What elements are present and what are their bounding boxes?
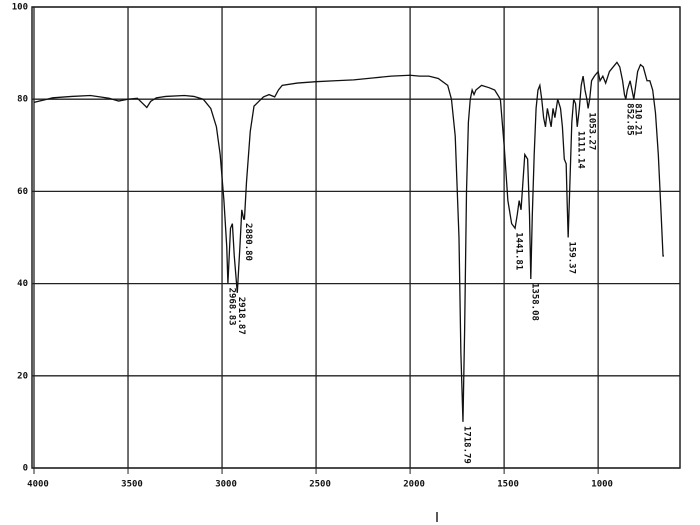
y-tick-label: 100 — [12, 3, 28, 13]
x-tick-label: 3500 — [121, 480, 143, 490]
y-tick-label: 80 — [17, 95, 28, 105]
x-tick-label: 2500 — [309, 480, 331, 490]
peak-label: 1053.27 — [587, 112, 597, 150]
peak-label: 1441.81 — [514, 232, 524, 270]
x-tick-label: 3000 — [215, 480, 237, 490]
y-tick-label: 20 — [17, 371, 28, 381]
peak-label: 2880.80 — [243, 223, 253, 261]
peak-label: 1358.08 — [529, 283, 539, 321]
y-tick-label: 40 — [17, 279, 28, 289]
x-tick-label: 2000 — [403, 480, 425, 490]
peak-label: 2918.87 — [236, 297, 246, 335]
spectrum-line — [33, 61, 664, 422]
peak-label: 159.37 — [567, 242, 577, 275]
peak-label: 852.85 — [624, 103, 634, 136]
peak-label: 810.21 — [632, 103, 642, 136]
x-tick-label: 4000 — [27, 480, 49, 490]
peak-label: 2968.83 — [226, 288, 236, 326]
x-tick-label: 1000 — [591, 480, 613, 490]
peak-label: 1111.14 — [576, 131, 586, 170]
x-tick-label: 1500 — [497, 480, 519, 490]
y-tick-label: 60 — [17, 187, 28, 197]
peak-label: 1718.79 — [461, 426, 471, 464]
y-tick-label: 0 — [23, 464, 28, 474]
